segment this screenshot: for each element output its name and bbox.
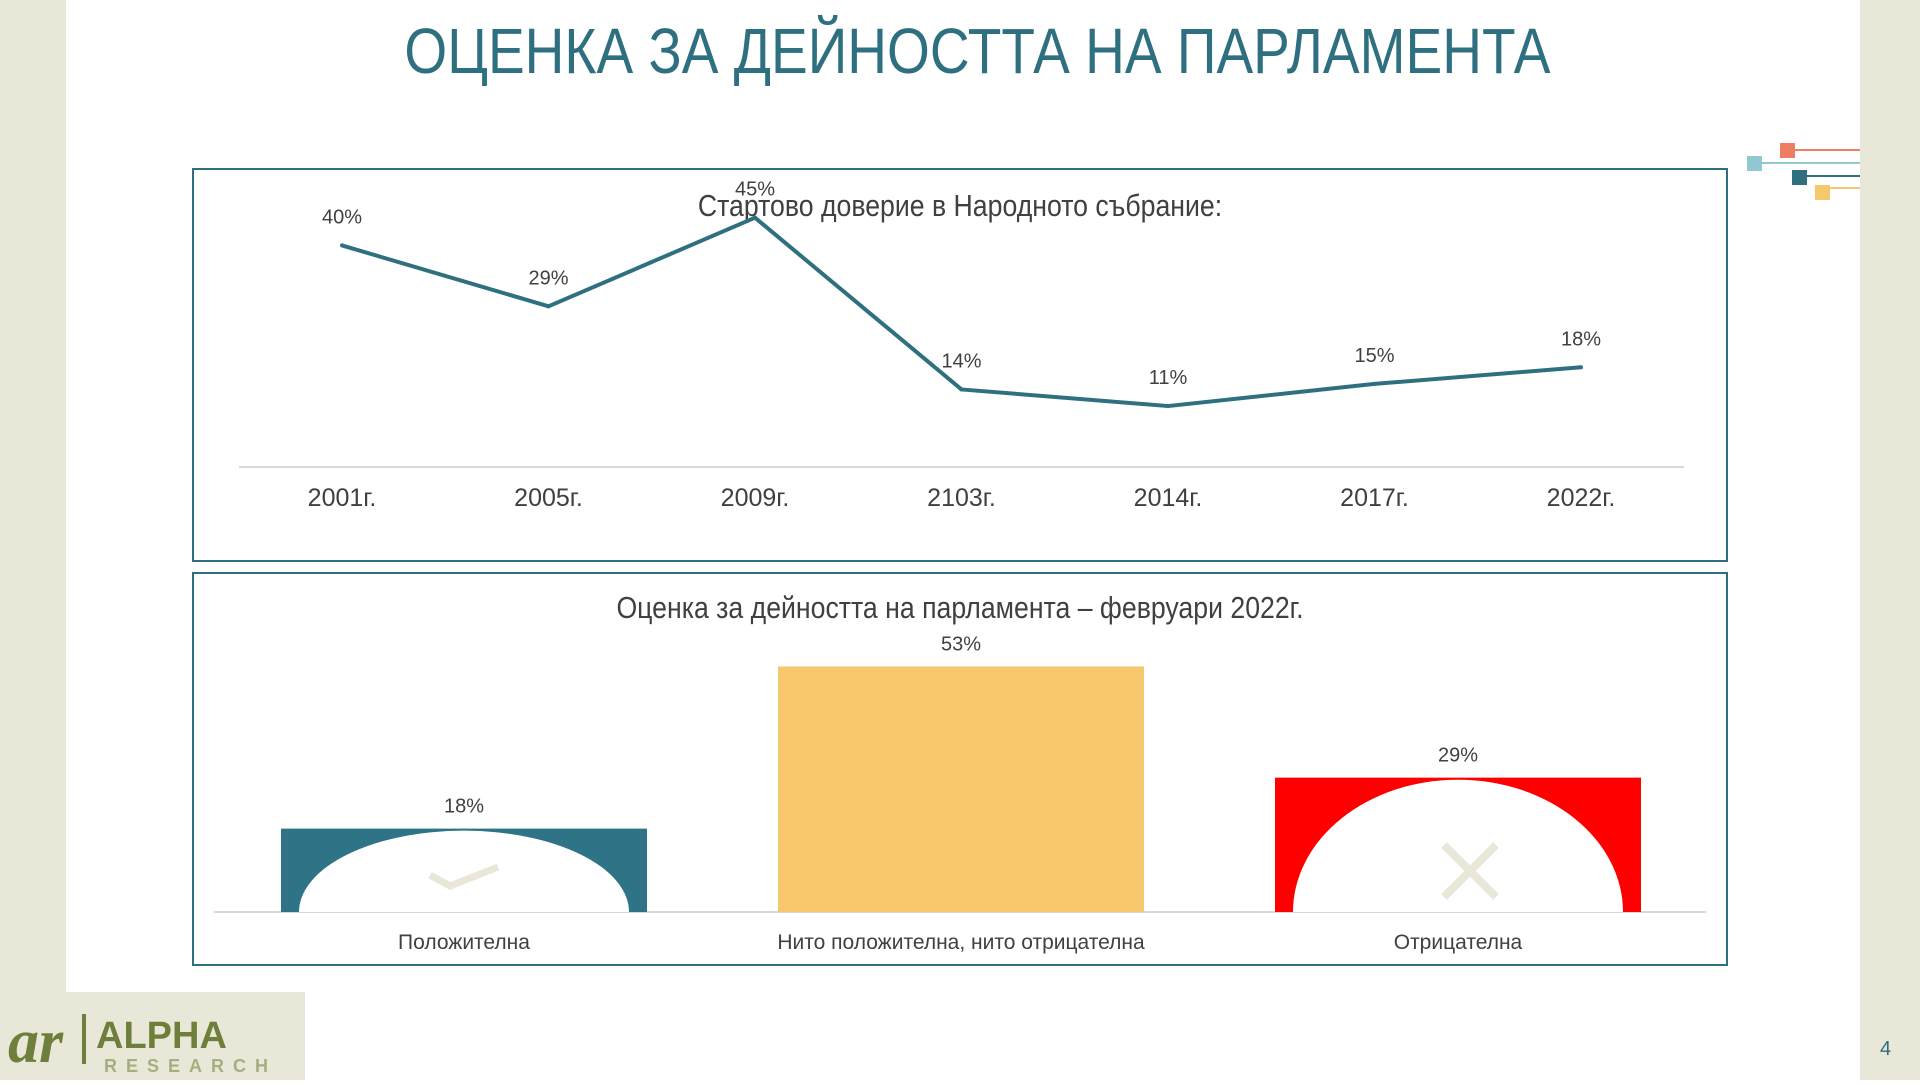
checkmark-icon: [428, 863, 500, 890]
trust-data-label: 40%: [322, 206, 362, 228]
evaluation-category-label: Отрицателна: [1394, 931, 1523, 954]
trust-point: [753, 215, 757, 220]
logo-sub: RESEARCH: [104, 1056, 277, 1076]
trust-point: [546, 304, 551, 309]
trust-data-label: 29%: [528, 267, 568, 289]
bar-arch-cutout: [299, 830, 629, 912]
trust-chart-title: Стартово доверие в Народното събрание:: [697, 188, 1223, 223]
evaluation-data-label: 18%: [444, 796, 484, 818]
evaluation-bar: [778, 666, 1144, 912]
trust-data-label: 15%: [1354, 345, 1394, 367]
evaluation-chart-panel: Оценка за дейността на парламента – февр…: [192, 572, 1728, 966]
logo-mark: ar: [8, 1008, 64, 1076]
trust-point: [1166, 404, 1170, 409]
trust-data-label: 45%: [735, 179, 775, 201]
logo-brand: ALPHA: [96, 1015, 227, 1057]
trust-year-tick-label: 2005г.: [514, 484, 583, 512]
trust-year-tick-label: 2022г.: [1547, 484, 1616, 512]
left-side-band: [0, 0, 66, 1080]
trust-line-chart: 40% 2001г. 29% 2005г. 45% 2009г. 14% 2103г. 11% 2…: [239, 179, 1684, 512]
evaluation-chart-title: Оценка за дейността на парламента – февр…: [616, 590, 1304, 625]
trust-data-label: 11%: [1149, 367, 1188, 389]
cross-stroke: [1441, 842, 1499, 900]
trust-point: [959, 387, 964, 392]
trust-point: [340, 243, 344, 248]
evaluation-category-label: Нито положителна, нито отрицателна: [777, 931, 1145, 954]
decorative-squares-icon: [1747, 143, 1860, 200]
trust-series-line: [341, 215, 1582, 409]
bar-arch-cutout: [1293, 779, 1623, 912]
page-title: ОЦЕНКА ЗА ДЕЙНОСТТА НА ПАРЛАМЕНТА: [404, 15, 1551, 87]
page-number: 4: [1880, 1038, 1892, 1060]
evaluation-data-label: 29%: [1438, 745, 1478, 767]
evaluation-bar-chart: 18% Положителна 53% Нито положителна, нито …: [214, 633, 1706, 954]
trust-point: [1579, 365, 1583, 370]
trust-chart-panel: Стартово доверие в Народното събрание: 4…: [192, 168, 1728, 562]
trust-point: [1372, 381, 1377, 386]
trust-year-tick-label: 2103г.: [927, 484, 996, 512]
cross-icon: [1441, 842, 1499, 900]
alpha-research-logo: ar ALPHA RESEARCH: [0, 992, 305, 1080]
trust-year-tick-label: 2014г.: [1134, 484, 1203, 512]
trust-year-tick-label: 2001г.: [308, 484, 377, 512]
trust-data-label: 18%: [1561, 328, 1601, 350]
evaluation-data-label: 53%: [941, 633, 981, 655]
trust-year-tick-label: 2009г.: [721, 484, 790, 512]
right-side-band: [1860, 0, 1920, 1080]
evaluation-category-label: Положителна: [398, 931, 530, 954]
trust-data-label: 14%: [941, 350, 981, 372]
trust-year-tick-label: 2017г.: [1340, 484, 1409, 512]
